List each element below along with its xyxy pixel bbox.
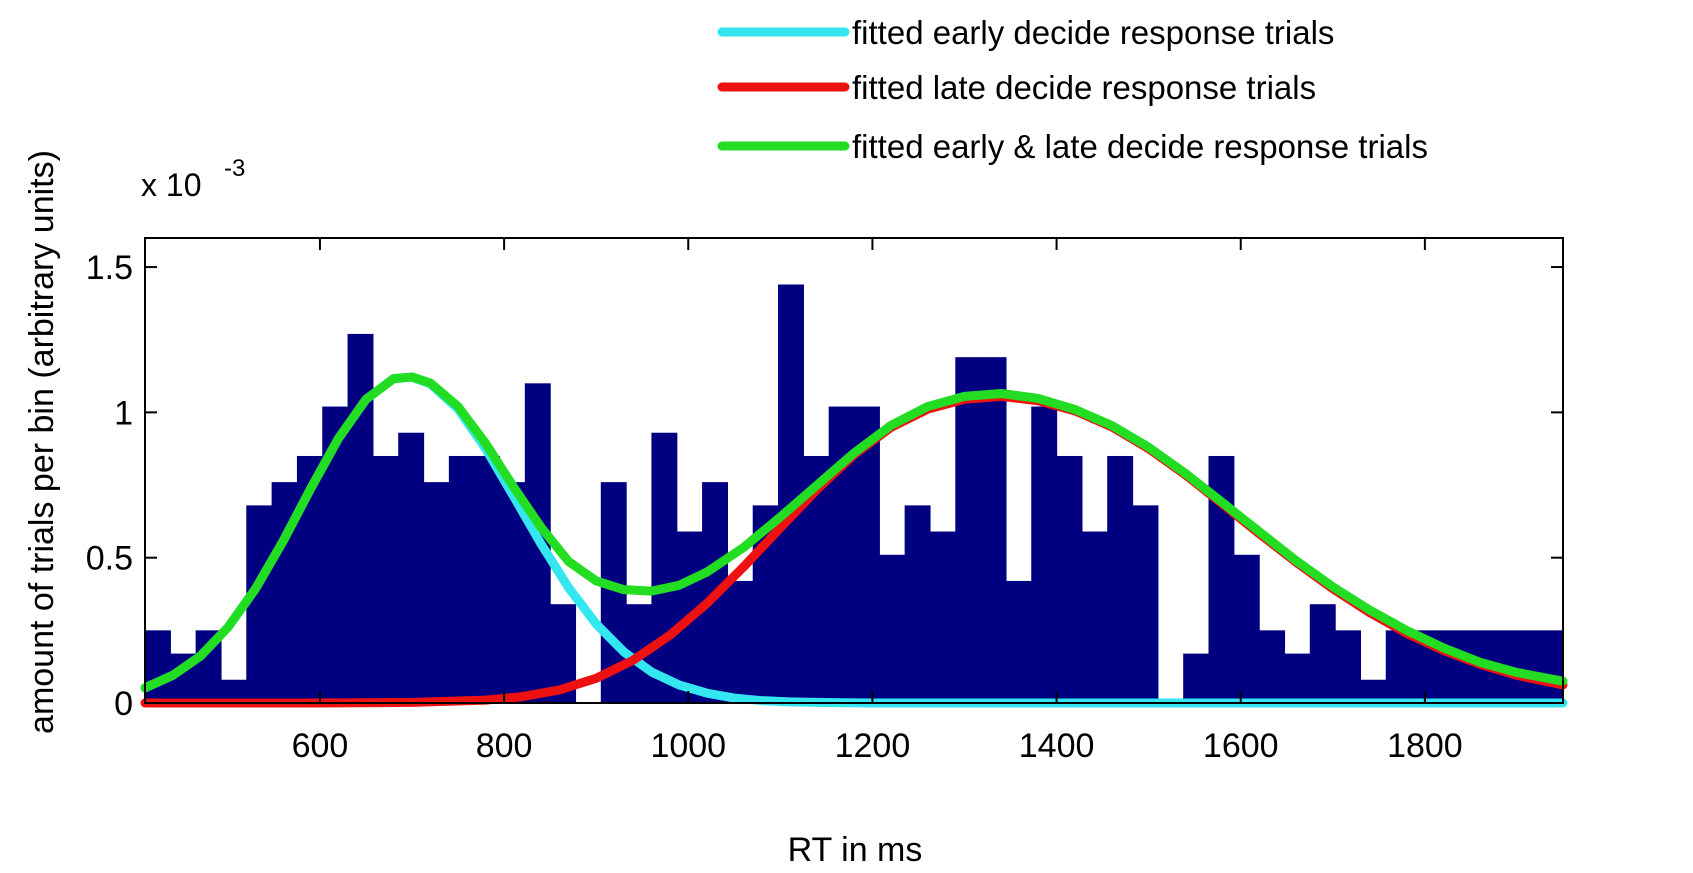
x-tick-label: 1400 <box>1019 727 1095 765</box>
histogram-bar <box>1386 630 1412 703</box>
histogram-bar <box>1006 581 1032 703</box>
legend-label-2: fitted late decide response trials <box>852 69 1316 106</box>
histogram-bar <box>1436 630 1462 703</box>
histogram-bar <box>1107 456 1133 703</box>
legend-label-1: fitted early decide response trials <box>852 14 1334 51</box>
histogram-bar <box>727 581 753 703</box>
x-tick-label: 1200 <box>835 727 911 765</box>
legend-label-3: fitted early & late decide response tria… <box>852 128 1428 165</box>
histogram-bar <box>981 357 1007 703</box>
y-tick-label: 1.5 <box>86 249 133 287</box>
x-axis-label: RT in ms <box>788 831 923 869</box>
histogram-bar <box>1183 654 1209 703</box>
y-exponent-power: -3 <box>224 155 245 182</box>
y-tick-label: 0.5 <box>86 540 133 578</box>
y-tick-label: 1 <box>114 394 133 432</box>
histogram-bar <box>955 357 981 703</box>
histogram-bar <box>1234 555 1260 703</box>
histogram-bar <box>246 505 272 703</box>
x-tick-label: 800 <box>476 727 533 765</box>
histogram-bar <box>879 555 905 703</box>
histogram-bar <box>398 433 424 703</box>
x-tick-label: 1800 <box>1387 727 1463 765</box>
y-tick-label: 0 <box>114 685 133 723</box>
histogram-bar <box>145 630 171 703</box>
histogram-bar <box>1031 407 1057 703</box>
histogram-bar <box>905 505 931 703</box>
histogram-bar <box>424 482 450 703</box>
y-exponent-label: x 10 <box>141 167 201 203</box>
x-tick-label: 1000 <box>650 727 726 765</box>
histogram-bar <box>930 532 956 703</box>
histogram-bar <box>348 334 374 703</box>
histogram-bar <box>1284 654 1310 703</box>
histogram-bar <box>373 456 399 703</box>
histogram-bar <box>1512 630 1538 703</box>
histogram-bar <box>1057 456 1083 703</box>
legend: fitted early decide response trials fitte… <box>722 14 1428 165</box>
x-tick-label: 1600 <box>1203 727 1279 765</box>
histogram-bar <box>1538 630 1564 703</box>
histogram-bar <box>1133 505 1159 703</box>
histogram-bar <box>449 456 475 703</box>
histogram-bar <box>1082 532 1108 703</box>
x-tick-label: 600 <box>292 727 349 765</box>
histogram-bar <box>474 456 500 703</box>
histogram-bar <box>1310 604 1336 703</box>
histogram-bar <box>651 433 677 703</box>
histogram-bar <box>1335 630 1361 703</box>
histogram-bar <box>1259 630 1285 703</box>
y-axis-label: amount of trials per bin (arbitrary unit… <box>23 150 61 734</box>
histogram-bar <box>778 285 804 704</box>
